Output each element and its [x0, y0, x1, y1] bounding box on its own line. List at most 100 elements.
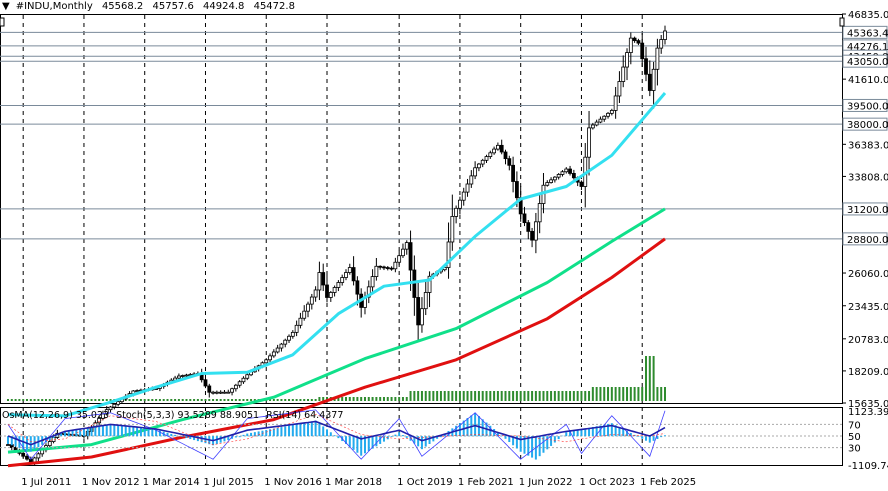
volume-bar [155, 399, 158, 401]
osma-bar [136, 427, 139, 437]
volume-bar [90, 399, 93, 401]
volume-bar [398, 397, 401, 401]
osma-bar [132, 427, 135, 437]
osma-bar [337, 436, 340, 439]
volume-bar [417, 391, 420, 401]
candle-body [655, 47, 660, 70]
volume-bar [75, 399, 78, 401]
ind-tick-label: 50 [848, 432, 861, 443]
osma-bar [363, 436, 366, 454]
osma-bar [48, 436, 51, 441]
volume-bar [470, 391, 473, 401]
osma-bar [508, 436, 511, 443]
osma-bar [588, 427, 591, 437]
volume-bar [22, 399, 25, 401]
candle-body [264, 359, 269, 364]
volume-bar [238, 399, 241, 401]
volume-bar [481, 391, 484, 401]
volume-bar [310, 399, 313, 401]
volume-bar [158, 399, 161, 401]
candle-body [184, 374, 189, 377]
scroll-marker [0, 17, 5, 27]
candle-body [659, 39, 664, 49]
candle-body [237, 381, 242, 386]
candle-body [116, 401, 121, 405]
candle-body [290, 331, 295, 337]
osma-bar [531, 436, 534, 458]
dropdown-arrow-icon[interactable]: ▼ [2, 1, 10, 12]
candle-body [226, 391, 231, 394]
osma-bar [618, 427, 621, 437]
osma-bar [394, 434, 397, 437]
candle-body [507, 158, 512, 166]
volume-bar [576, 391, 579, 401]
candle-body [176, 375, 181, 379]
volume-bar [610, 387, 613, 401]
candle-body [6, 444, 10, 446]
candle-body [298, 317, 303, 326]
volume-bar [584, 391, 587, 401]
osma-bar [242, 434, 245, 437]
osma-bar [523, 436, 526, 454]
candle-body [514, 181, 519, 199]
volume-bar [98, 399, 101, 401]
candle-body [416, 297, 421, 326]
low-value: 44924.8 [203, 1, 245, 12]
volume-bar [7, 399, 9, 401]
candle-body [644, 58, 648, 75]
osma-bar [303, 422, 306, 437]
osma-bar [656, 436, 659, 439]
candle-body [112, 403, 117, 408]
candle-body [21, 452, 26, 457]
volume-bar [515, 391, 518, 401]
ind-tick-label: 1123.398 [848, 407, 888, 418]
candle-body [473, 167, 478, 177]
volume-bar [648, 356, 651, 401]
osma-bar [557, 436, 560, 440]
y-tick-label: 36383.0 [848, 140, 888, 151]
candle-body [287, 335, 291, 341]
volume-bar [44, 399, 47, 401]
stoch-signal-line [7, 413, 666, 446]
osma-bar [71, 429, 74, 437]
volume-bar [185, 399, 188, 401]
y-tick-label: 41610.0 [848, 75, 888, 86]
osma-bar [546, 436, 549, 450]
osma-bar [329, 432, 332, 437]
candle-body [625, 52, 629, 68]
volume-bar [466, 391, 469, 401]
candle-body [241, 377, 246, 383]
osma-bar [500, 435, 503, 437]
candle-body [328, 292, 333, 298]
volume-bar [272, 399, 275, 401]
candle-body [499, 144, 504, 153]
volume-bar [109, 399, 112, 401]
osma-bar [223, 436, 226, 442]
candle-body [336, 282, 341, 288]
volume-bar [253, 399, 256, 401]
candle-body [636, 40, 641, 44]
candle-body [587, 127, 591, 158]
volume-bar [588, 391, 591, 401]
osma-bar [147, 428, 150, 437]
osma-bar [250, 432, 253, 437]
candle-body [214, 391, 219, 394]
candle-body [108, 406, 113, 411]
x-tick-label: 1 Nov 2016 [264, 477, 322, 488]
stoch-label: Stoch(5,3,3) 93.5289 88.9051 [116, 410, 260, 421]
volume-bar [177, 399, 180, 401]
ma-line-red [7, 237, 666, 468]
volume-bar [299, 399, 302, 401]
osma-bar [269, 429, 272, 437]
osma-bar [310, 421, 313, 437]
volume-bar [193, 399, 196, 401]
candle-body [454, 207, 459, 217]
osma-bar [360, 436, 363, 456]
volume-bar [428, 391, 431, 401]
level-box [842, 202, 888, 216]
candle-body [306, 303, 310, 312]
candle-body [135, 390, 140, 392]
osma-bar [117, 425, 120, 437]
osma-bar [63, 430, 66, 437]
